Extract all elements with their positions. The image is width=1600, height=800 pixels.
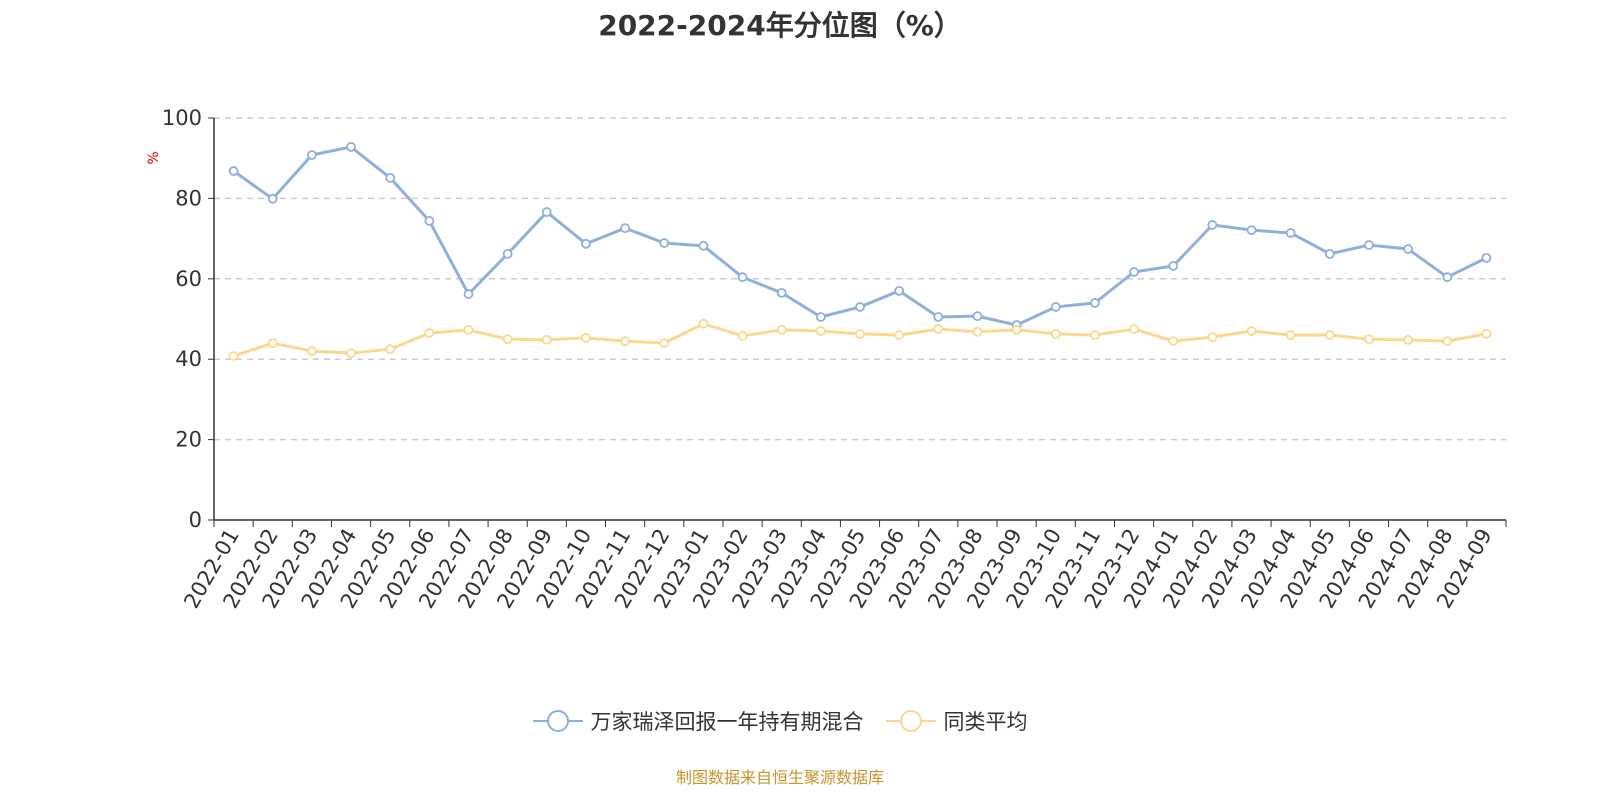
legend-marker-average — [885, 710, 936, 732]
data-point-0 — [306, 150, 317, 160]
data-point-0 — [1481, 252, 1492, 263]
y-tick-label: 40 — [175, 347, 202, 371]
data-point-1 — [815, 326, 826, 336]
legend: 万家瑞泽回报一年持有期混合 同类平均 — [0, 706, 1560, 736]
data-point-1 — [855, 328, 865, 339]
data-point-0 — [541, 207, 552, 217]
data-point-0 — [1364, 240, 1374, 250]
data-point-1 — [1481, 328, 1492, 339]
data-point-1 — [424, 328, 435, 338]
data-point-1 — [698, 318, 709, 329]
data-point-1 — [894, 330, 905, 340]
legend-item-fund[interactable]: 万家瑞泽回报一年持有期混合 — [532, 706, 864, 736]
data-point-0 — [1285, 228, 1296, 238]
data-point-0 — [933, 312, 944, 322]
data-point-1 — [1324, 330, 1335, 340]
data-point-0 — [385, 172, 396, 183]
data-point-0 — [894, 285, 905, 296]
data-point-0 — [424, 216, 435, 226]
source-note: 制图数据来自恒生聚源数据库 — [675, 768, 884, 787]
y-tick-label: 100 — [162, 106, 202, 130]
data-point-0 — [346, 142, 356, 152]
data-point-1 — [659, 338, 670, 349]
data-point-0 — [228, 166, 239, 176]
data-point-0 — [972, 311, 983, 322]
data-point-0 — [659, 238, 670, 248]
legend-label-average: 同类平均 — [943, 710, 1028, 734]
data-point-0 — [267, 193, 278, 204]
data-point-1 — [228, 351, 239, 361]
data-point-1 — [1364, 334, 1374, 345]
y-tick-label: 20 — [175, 428, 202, 452]
data-point-1 — [1403, 335, 1414, 345]
data-point-1 — [581, 332, 591, 343]
data-point-0 — [620, 223, 630, 234]
data-point-0 — [1403, 244, 1414, 254]
data-point-1 — [1246, 326, 1257, 336]
series-line-1 — [233, 322, 1487, 358]
data-point-1 — [1285, 330, 1296, 340]
data-point-1 — [267, 338, 278, 349]
data-point-0 — [1207, 220, 1218, 230]
data-point-1 — [1090, 330, 1100, 340]
data-point-0 — [1168, 261, 1179, 271]
chart-title: 2022-2024年分位图（%） — [598, 9, 962, 42]
data-point-1 — [1168, 336, 1179, 347]
data-point-1 — [346, 348, 356, 359]
data-point-0 — [1090, 298, 1100, 308]
data-point-1 — [776, 324, 787, 335]
data-point-1 — [620, 336, 630, 347]
y-axis-label: % — [146, 151, 162, 164]
data-point-1 — [1442, 336, 1453, 347]
series-line-0 — [232, 145, 1488, 327]
data-point-0 — [581, 238, 591, 249]
data-point-0 — [855, 302, 865, 312]
y-tick-label: 0 — [189, 508, 202, 532]
data-point-0 — [1324, 248, 1335, 259]
data-point-0 — [502, 248, 513, 259]
data-point-0 — [1050, 302, 1061, 312]
data-point-1 — [463, 324, 474, 335]
data-point-0 — [1246, 225, 1257, 236]
y-tick-label: 80 — [175, 186, 202, 210]
data-point-1 — [1050, 328, 1061, 339]
data-point-0 — [815, 312, 826, 322]
data-point-0 — [737, 272, 748, 283]
data-point-1 — [1011, 324, 1022, 335]
data-point-0 — [776, 287, 787, 298]
data-point-1 — [933, 324, 944, 334]
line-chart: 020406080100%2022-012022-022022-032022-0… — [146, 106, 1507, 612]
legend-marker-fund — [532, 710, 583, 732]
legend-item-average[interactable]: 同类平均 — [885, 706, 1028, 736]
legend-label-fund: 万家瑞泽回报一年持有期混合 — [590, 710, 864, 734]
data-point-1 — [1207, 332, 1218, 342]
data-point-0 — [698, 240, 709, 251]
data-point-1 — [972, 326, 983, 337]
data-point-1 — [502, 334, 513, 345]
data-point-0 — [463, 289, 474, 299]
data-point-1 — [541, 335, 552, 345]
data-point-1 — [306, 346, 317, 357]
data-point-1 — [385, 344, 396, 355]
data-point-1 — [737, 330, 748, 341]
data-point-1 — [1129, 324, 1139, 334]
data-point-0 — [1129, 267, 1139, 277]
y-tick-label: 60 — [175, 267, 202, 291]
data-point-0 — [1442, 272, 1453, 283]
